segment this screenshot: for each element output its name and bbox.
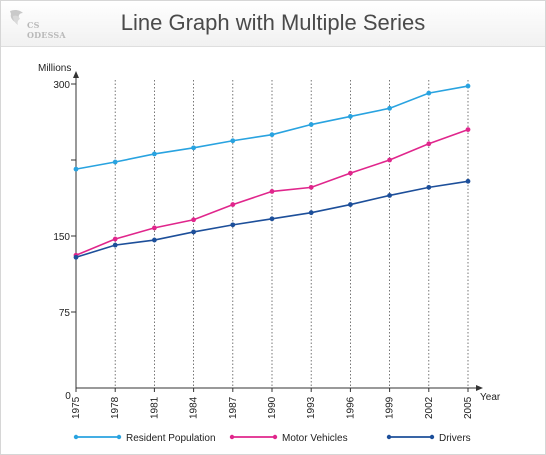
data-point [308,122,314,127]
data-point [387,193,392,198]
data-point [112,159,118,165]
data-point [152,237,157,243]
x-tick-label: 1996 [345,396,356,419]
legend-marker [73,434,79,440]
data-point [191,217,197,223]
legend-label: Drivers [439,433,471,444]
x-tick-label: 1978 [110,396,121,419]
data-point [269,132,275,138]
data-point [230,202,236,207]
chart-header: CS ODESSA Line Graph with Multiple Serie… [1,1,545,47]
data-point [230,138,236,144]
origin-label: 0 [65,391,71,402]
data-point [465,127,471,132]
grid-lines [114,80,469,388]
data-point [348,114,353,119]
chart-title: Line Graph with Multiple Series [120,10,426,35]
data-point [191,229,197,235]
data-point [152,151,157,157]
data-point [112,242,118,248]
x-axis-arrow [476,385,483,391]
data-point [230,222,236,228]
axis-labels: 75 150 300 0 Millions Year 1975 1978 1981 1984 198… [38,63,501,419]
y-tick-label: 300 [53,80,70,91]
data-point [308,210,314,216]
x-tick-label: 1999 [385,396,396,419]
logo-text: CS ODESSA [27,20,66,40]
data-point [348,170,353,176]
data-point [269,216,275,222]
legend-marker [386,434,392,440]
y-axis-title: Millions [38,63,71,74]
legend-label: Motor Vehicles [282,433,348,444]
legend-label: Resident Population [126,433,216,444]
data-point [465,83,471,89]
data-point [426,184,432,190]
x-tick-label: 1993 [306,396,317,419]
legend: Resident Population Motor Vehicles Drivers [73,433,471,444]
data-point [387,105,392,111]
data-point [152,225,157,231]
data-point [426,90,432,96]
data-point [426,141,432,147]
data-point [348,202,353,207]
legend-marker [116,434,122,440]
legend-marker [429,434,435,440]
x-tick-label: 2005 [463,396,474,419]
company-logo: CS ODESSA [7,7,77,40]
x-tick-label: 1981 [149,396,160,419]
axes [71,71,483,392]
data-point [73,254,79,260]
x-axis-title: Year [480,392,501,403]
series-layer [73,83,471,260]
data-point [73,166,79,172]
x-tick-label: 1987 [228,396,239,419]
data-point [308,184,314,190]
data-point [269,189,275,194]
data-point [387,157,392,163]
data-point [465,178,471,184]
legend-marker [229,434,235,440]
x-tick-label: 1984 [189,396,200,419]
y-tick-label: 150 [53,232,70,243]
data-point [112,236,118,242]
legend-marker [272,434,278,440]
x-tick-label: 1975 [71,396,82,419]
x-tick-label: 1990 [267,396,278,419]
data-point [191,145,197,151]
y-axis-arrow [73,71,79,78]
y-tick-label: 75 [59,308,71,319]
x-tick-label: 2002 [424,396,435,419]
